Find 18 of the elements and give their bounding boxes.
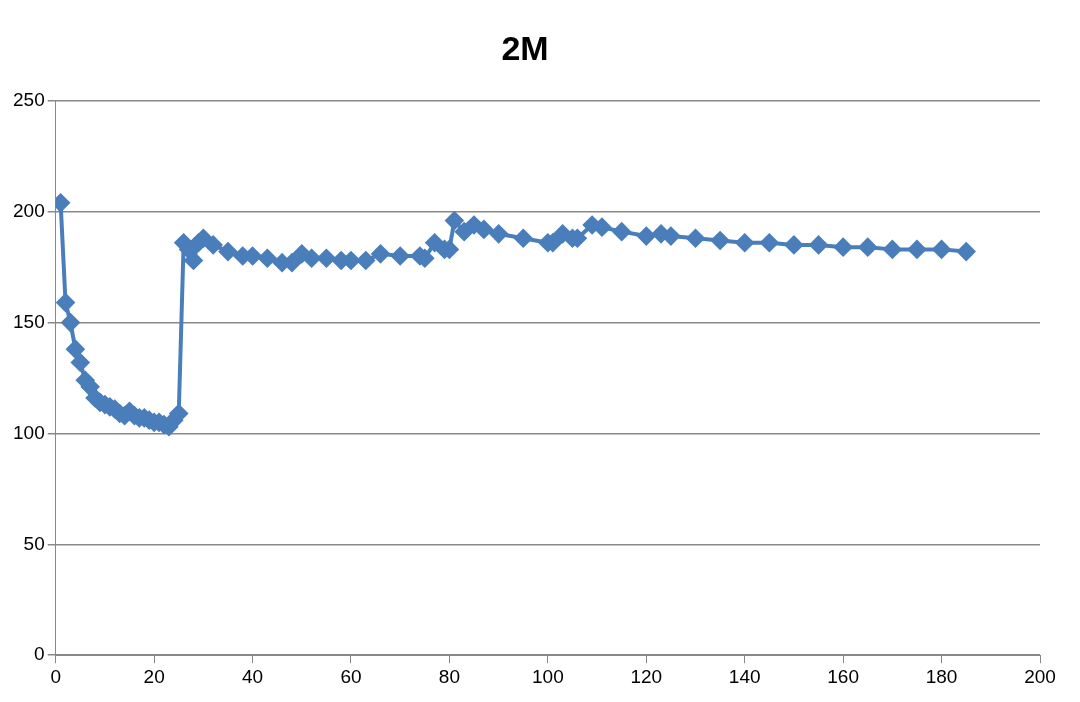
x-tick-label: 200 <box>1024 665 1056 687</box>
x-tick-label: 160 <box>827 665 859 687</box>
y-tick-label: 200 <box>13 199 45 221</box>
x-tick-label: 100 <box>532 665 564 687</box>
x-tick-label: 20 <box>143 665 165 687</box>
x-tick-label: 0 <box>50 665 61 687</box>
y-tick-label: 50 <box>23 532 45 554</box>
x-tick-label: 180 <box>925 665 958 687</box>
x-tick-label: 80 <box>438 665 460 687</box>
x-tick-label: 40 <box>241 665 264 687</box>
x-tick-label: 140 <box>728 665 761 687</box>
y-tick-label: 0 <box>34 643 45 665</box>
x-tick-label: 60 <box>340 665 362 687</box>
x-tick-label: 120 <box>630 665 663 687</box>
y-tick-label: 100 <box>13 421 45 443</box>
chart-title: 2M <box>501 28 549 67</box>
y-tick-label: 150 <box>13 310 45 332</box>
y-tick-label: 250 <box>13 89 45 111</box>
